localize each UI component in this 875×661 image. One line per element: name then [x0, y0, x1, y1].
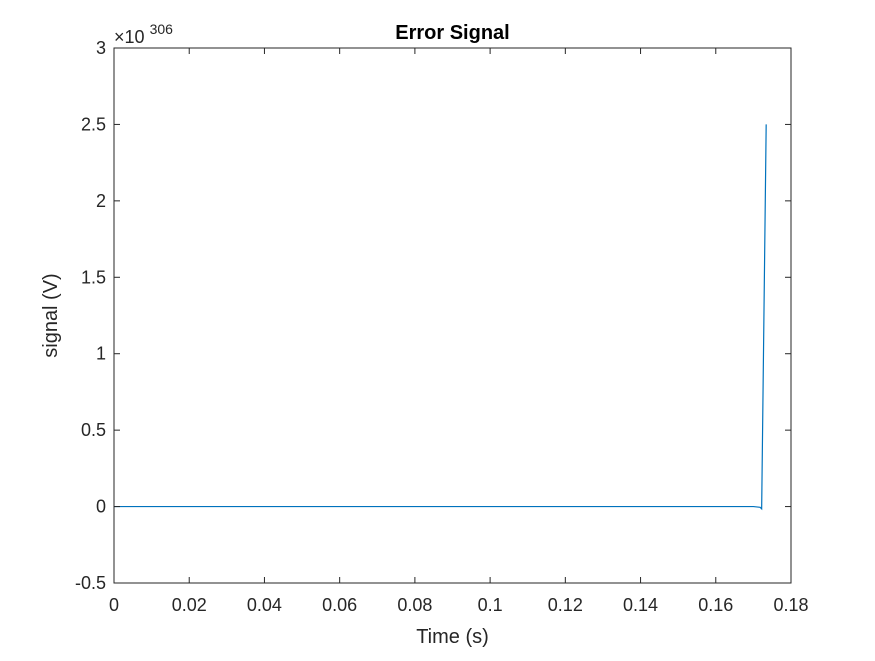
y-exponent-label: ×10 306 — [114, 21, 173, 47]
y-axis-label: signal (V) — [40, 273, 62, 357]
y-tick-label: 2.5 — [81, 114, 106, 134]
plot-area — [114, 48, 791, 583]
y-tick-label: 2 — [96, 191, 106, 211]
series-line — [114, 124, 767, 511]
x-tick-label: 0.14 — [623, 595, 658, 615]
x-tick-label: 0.16 — [698, 595, 733, 615]
y-tick-label: 0.5 — [81, 420, 106, 440]
y-exponent-base: ×10 — [114, 27, 145, 47]
y-tick-label: 1 — [96, 344, 106, 364]
y-tick-label: 1.5 — [81, 267, 106, 287]
x-tick-label: 0.08 — [397, 595, 432, 615]
y-tick-labels: -0.5 0 0.5 1 1.5 2 2.5 3 — [75, 38, 106, 593]
x-tick-label: 0.06 — [322, 595, 357, 615]
x-tick-label: 0 — [109, 595, 119, 615]
y-tick-label: -0.5 — [75, 573, 106, 593]
x-tick-label: 0.02 — [172, 595, 207, 615]
y-exponent-power: 306 — [150, 21, 174, 37]
y-tick-label: 0 — [96, 497, 106, 517]
x-tick-label: 0.18 — [773, 595, 808, 615]
x-tick-label: 0.1 — [478, 595, 503, 615]
x-tick-label: 0.04 — [247, 595, 282, 615]
x-tick-labels: 0 0.02 0.04 0.06 0.08 0.1 0.12 0.14 0.16 0.18 — [109, 595, 809, 615]
axes-box — [113, 47, 792, 584]
x-tick-label: 0.12 — [548, 595, 583, 615]
chart-title: Error Signal — [395, 22, 509, 44]
x-axis-label: Time (s) — [416, 626, 489, 648]
y-tick-label: 3 — [96, 38, 106, 58]
series-layer — [114, 124, 767, 511]
